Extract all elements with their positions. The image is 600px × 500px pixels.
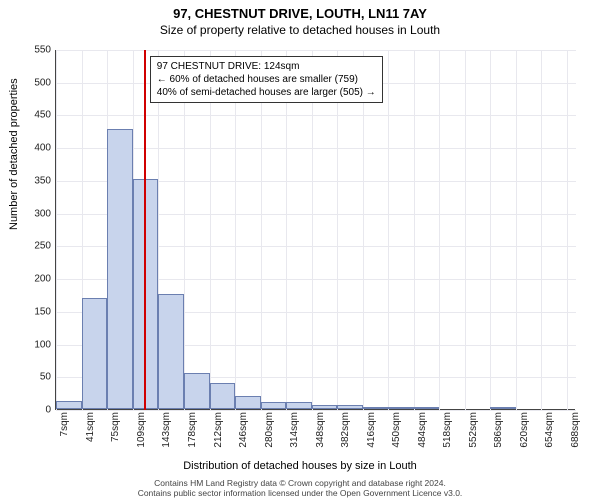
- footer-attribution: Contains HM Land Registry data © Crown c…: [0, 478, 600, 498]
- x-tick-label: 552sqm: [468, 412, 479, 448]
- x-tick-label: 75sqm: [110, 412, 121, 442]
- histogram-bar: [235, 396, 261, 409]
- x-tick-label: 178sqm: [187, 412, 198, 448]
- y-tick-label: 400: [21, 143, 51, 154]
- gridline-vertical: [56, 50, 57, 410]
- histogram-bar: [210, 383, 236, 409]
- gridline-vertical: [363, 50, 364, 410]
- marker-line: [144, 50, 146, 410]
- gridline-vertical: [261, 50, 262, 410]
- x-tick-label: 586sqm: [493, 412, 504, 448]
- x-tick-label: 109sqm: [136, 412, 147, 448]
- histogram-bar: [184, 373, 210, 409]
- annotation-line: 97 CHESTNUT DRIVE: 124sqm: [157, 60, 376, 73]
- histogram-bar: [363, 407, 389, 409]
- x-tick-label: 314sqm: [289, 412, 300, 448]
- x-tick-label: 348sqm: [315, 412, 326, 448]
- gridline-horizontal: [56, 50, 576, 51]
- y-axis-label: Number of detached properties: [8, 78, 20, 230]
- gridline-vertical: [235, 50, 236, 410]
- x-tick-label: 212sqm: [213, 412, 224, 448]
- y-tick-label: 550: [21, 45, 51, 56]
- gridline-vertical: [210, 50, 211, 410]
- y-tick-label: 500: [21, 77, 51, 88]
- x-tick-label: 246sqm: [238, 412, 249, 448]
- gridline-vertical: [439, 50, 440, 410]
- gridline-vertical: [516, 50, 517, 410]
- y-tick-label: 250: [21, 241, 51, 252]
- histogram-bar: [490, 407, 516, 409]
- gridline-vertical: [465, 50, 466, 410]
- x-tick-label: 620sqm: [519, 412, 530, 448]
- x-tick-label: 280sqm: [264, 412, 275, 448]
- footer-line-1: Contains HM Land Registry data © Crown c…: [0, 478, 600, 488]
- x-tick-label: 7sqm: [59, 412, 70, 436]
- main-title: 97, CHESTNUT DRIVE, LOUTH, LN11 7AY: [0, 0, 600, 21]
- gridline-vertical: [490, 50, 491, 410]
- y-tick-label: 450: [21, 110, 51, 121]
- y-tick-label: 300: [21, 208, 51, 219]
- histogram-bar: [388, 407, 414, 409]
- histogram-bar: [107, 129, 133, 409]
- x-tick-label: 518sqm: [442, 412, 453, 448]
- y-tick-label: 100: [21, 339, 51, 350]
- footer-line-2: Contains public sector information licen…: [0, 488, 600, 498]
- x-tick-label: 654sqm: [544, 412, 555, 448]
- histogram-bar: [56, 401, 82, 409]
- x-tick-label: 484sqm: [417, 412, 428, 448]
- gridline-vertical: [541, 50, 542, 410]
- histogram-bar: [286, 402, 312, 409]
- y-tick-label: 200: [21, 274, 51, 285]
- gridline-vertical: [414, 50, 415, 410]
- x-tick-label: 143sqm: [161, 412, 172, 448]
- annotation-box: 97 CHESTNUT DRIVE: 124sqm← 60% of detach…: [150, 56, 383, 103]
- x-tick-label: 688sqm: [570, 412, 581, 448]
- gridline-vertical: [567, 50, 568, 410]
- gridline-vertical: [388, 50, 389, 410]
- x-tick-label: 416sqm: [366, 412, 377, 448]
- histogram-bar: [312, 405, 338, 409]
- histogram-bar: [82, 298, 108, 409]
- gridline-vertical: [184, 50, 185, 410]
- gridline-vertical: [312, 50, 313, 410]
- gridline-vertical: [286, 50, 287, 410]
- x-tick-label: 382sqm: [340, 412, 351, 448]
- plot-region: 7sqm41sqm75sqm109sqm143sqm178sqm212sqm24…: [55, 50, 575, 410]
- y-tick-label: 0: [21, 405, 51, 416]
- y-tick-label: 350: [21, 175, 51, 186]
- x-tick-label: 450sqm: [391, 412, 402, 448]
- gridline-vertical: [337, 50, 338, 410]
- histogram-bar: [158, 294, 184, 409]
- sub-title: Size of property relative to detached ho…: [0, 21, 600, 37]
- x-axis-label: Distribution of detached houses by size …: [0, 460, 600, 472]
- annotation-line: ← 60% of detached houses are smaller (75…: [157, 73, 376, 86]
- y-tick-label: 50: [21, 372, 51, 383]
- gridline-horizontal: [56, 148, 576, 149]
- gridline-horizontal: [56, 115, 576, 116]
- x-tick-label: 41sqm: [85, 412, 96, 442]
- chart-area: 7sqm41sqm75sqm109sqm143sqm178sqm212sqm24…: [55, 50, 575, 410]
- histogram-bar: [261, 402, 287, 409]
- histogram-bar: [337, 405, 363, 409]
- histogram-bar: [414, 407, 440, 409]
- annotation-line: 40% of semi-detached houses are larger (…: [157, 86, 376, 99]
- gridline-horizontal: [56, 410, 576, 411]
- y-tick-label: 150: [21, 306, 51, 317]
